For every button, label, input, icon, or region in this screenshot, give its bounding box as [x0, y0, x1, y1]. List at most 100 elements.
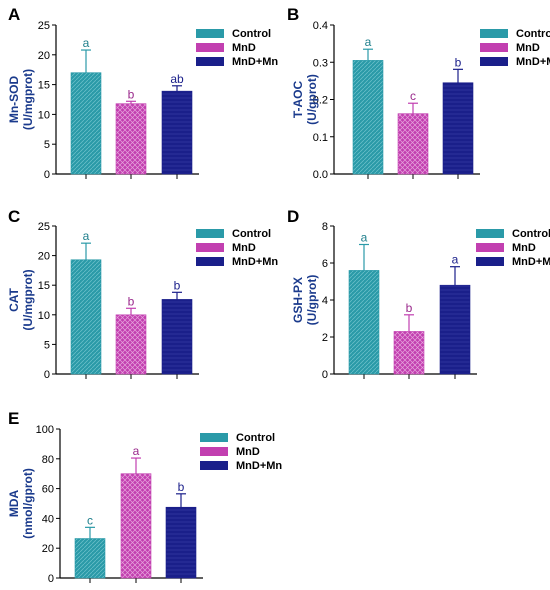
significance-letter: b: [178, 480, 185, 494]
y-tick-label: 10: [38, 310, 50, 322]
y-tick-label: 10: [38, 109, 50, 121]
y-axis-label: (U/mgprot): [21, 269, 35, 330]
y-tick-label: 20: [42, 543, 54, 555]
y-axis-label: (U/gprot): [305, 275, 319, 326]
legend-swatch: [480, 29, 508, 38]
legend-label: MnD+Mn: [232, 256, 278, 268]
panel-letter: E: [8, 409, 19, 428]
legend-swatch: [476, 243, 504, 252]
y-tick-label: 20: [38, 251, 50, 263]
bar-control: [74, 538, 106, 579]
panel-c: C 0 5 10 15 20 25 CAT (U/mgprot) a b b Control MnD MnD…: [7, 207, 278, 381]
significance-letter: c: [87, 513, 93, 527]
bar-mnd-plus-mn: [439, 284, 471, 375]
y-tick-label: 0.1: [313, 132, 328, 144]
y-axis-label: (U/gprot): [305, 74, 319, 125]
y-tick-label: 0.0: [313, 169, 328, 181]
legend-swatch: [196, 229, 224, 238]
legend-label: Control: [232, 228, 271, 240]
y-axis-label: T-AOC: [291, 81, 305, 119]
panel-d: D 0 2 4 6 8 GSH-PX(U/gprot) a b a Control MnD MnD+Mn: [287, 207, 550, 381]
legend-label: MnD: [232, 242, 256, 254]
y-tick-label: 2: [322, 332, 328, 344]
y-tick-label: 0.3: [313, 57, 328, 69]
significance-letter: a: [133, 444, 140, 458]
bar-control: [348, 270, 380, 375]
y-tick-label: 80: [42, 454, 54, 466]
panel-e: E 0 20 40 60 80 100 MDA (nmol/gprot) c a b Control Mn…: [7, 409, 282, 585]
legend-swatch: [476, 257, 504, 266]
legend-label: Control: [232, 28, 271, 40]
y-axis-label: (nmol/gprot): [21, 468, 35, 539]
legend-label: MnD: [512, 242, 536, 254]
bar-mnd: [397, 113, 429, 175]
legend-label: MnD+Mn: [232, 56, 278, 68]
panel-letter: A: [8, 5, 20, 24]
panel-letter: C: [8, 207, 20, 226]
y-tick-label: 6: [322, 258, 328, 270]
bar-mnd: [115, 103, 147, 175]
bar-mnd-plus-mn: [161, 299, 193, 375]
legend-label: MnD+Mn: [236, 460, 282, 472]
legend-swatch: [200, 433, 228, 442]
significance-letter: b: [455, 55, 462, 69]
legend-swatch: [196, 257, 224, 266]
bar-control: [352, 60, 384, 175]
y-tick-label: 8: [322, 221, 328, 233]
legend-label: MnD+Mn: [512, 256, 550, 268]
y-tick-label: 0: [48, 573, 54, 585]
y-tick-label: 0.2: [313, 95, 328, 107]
legend-label: Control: [516, 28, 550, 40]
legend-label: MnD: [516, 42, 540, 54]
legend-swatch: [196, 243, 224, 252]
significance-letter: a: [83, 36, 90, 50]
significance-letter: ab: [170, 72, 184, 86]
bar-control: [70, 259, 102, 375]
y-tick-label: 5: [44, 139, 50, 151]
legend-swatch: [200, 461, 228, 470]
legend-label: MnD+Mn: [516, 56, 550, 68]
significance-letter: a: [361, 231, 368, 245]
significance-letter: b: [128, 294, 135, 308]
y-axis-label: Mn-SOD: [7, 76, 21, 124]
bar-mnd: [393, 331, 425, 375]
y-axis-label: MDA: [7, 490, 21, 518]
panel-letter: B: [287, 5, 299, 24]
y-tick-label: 100: [36, 424, 54, 436]
significance-letter: a: [83, 229, 90, 243]
significance-letter: a: [452, 253, 459, 267]
legend-label: MnD: [236, 446, 260, 458]
y-tick-label: 0: [44, 369, 50, 381]
legend-label: Control: [236, 432, 275, 444]
legend-swatch: [476, 229, 504, 238]
y-tick-label: 0.4: [313, 20, 328, 32]
legend-label: Control: [512, 228, 550, 240]
y-tick-label: 0: [44, 169, 50, 181]
bar-mnd-plus-mn: [161, 90, 193, 175]
legend-swatch: [196, 43, 224, 52]
legend-swatch: [196, 29, 224, 38]
y-tick-label: 15: [38, 80, 50, 92]
significance-letter: c: [410, 89, 416, 103]
y-tick-label: 25: [38, 221, 50, 233]
y-tick-label: 40: [42, 513, 54, 525]
legend-swatch: [480, 57, 508, 66]
significance-letter: a: [365, 35, 372, 49]
significance-letter: b: [406, 301, 413, 315]
y-axis-label: CAT: [7, 287, 21, 311]
bar-mnd: [115, 314, 147, 375]
y-tick-label: 60: [42, 484, 54, 496]
legend-swatch: [200, 447, 228, 456]
legend-label: MnD: [232, 42, 256, 54]
y-tick-label: 0: [322, 369, 328, 381]
y-axis-label: (U/mgprot): [21, 69, 35, 130]
legend-swatch: [196, 57, 224, 66]
panel-b: B 0.0 0.1 0.2 0.3 0.4 T-AOC(U/gprot) a c b Control…: [287, 5, 550, 181]
y-tick-label: 20: [38, 50, 50, 62]
bar-mnd-plus-mn: [442, 82, 474, 175]
panel-letter: D: [287, 207, 299, 226]
bar-control: [70, 72, 102, 175]
y-tick-label: 25: [38, 20, 50, 32]
